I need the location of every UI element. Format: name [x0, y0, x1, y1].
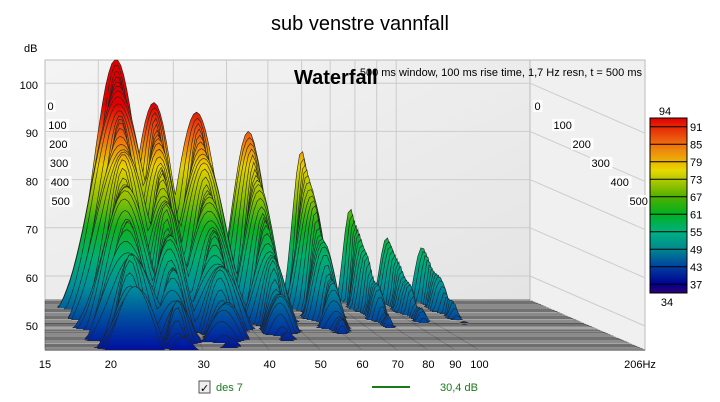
time-label-left: 200: [49, 139, 67, 151]
colorbar-tick-label: 85: [690, 139, 702, 151]
legend: ✓ des 7 30,4 dB: [198, 380, 478, 395]
x-tick-label: 20: [105, 359, 117, 371]
check-icon: ✓: [200, 383, 209, 395]
side-grid-line: [529, 275, 646, 327]
time-label-left: 0: [48, 101, 54, 113]
colorbar-tick-label: 43: [690, 262, 702, 274]
x-tick-label: 40: [264, 359, 276, 371]
y-tick-label: 60: [26, 273, 38, 285]
x-tick-label: 30: [198, 359, 210, 371]
chart-title: sub venstre vannfall: [271, 13, 449, 35]
time-label-right-bg: [628, 195, 651, 207]
time-label-right-bg: [552, 119, 575, 131]
colorbar: [649, 117, 688, 294]
y-tick-label: 100: [20, 80, 38, 92]
colorbar-max: 94: [659, 106, 671, 118]
y-tick-label: 80: [26, 176, 38, 188]
side-grid-line: [529, 130, 646, 182]
y-axis-label: dB: [24, 43, 37, 55]
time-label-right: 0: [535, 101, 541, 113]
time-label-left: 500: [52, 196, 70, 208]
time-label-left-bg: [50, 195, 73, 207]
time-label-right-bg: [571, 138, 594, 150]
time-label-left-bg: [46, 119, 70, 131]
time-label-left-bg: [46, 100, 56, 112]
time-label-right: 400: [611, 177, 629, 189]
waterfall-slice: [44, 255, 624, 342]
x-tick-label: 70: [392, 359, 404, 371]
colorbar-tick-label: 61: [690, 209, 702, 221]
time-label-left: 300: [50, 158, 68, 170]
time-label-left: 400: [51, 177, 69, 189]
time-label-right-bg: [590, 157, 613, 169]
x-tick-label: 100: [470, 359, 488, 371]
waterfall-slice: [44, 253, 627, 343]
colorbar-tick-label: 79: [690, 157, 702, 169]
time-label-right: 300: [592, 158, 610, 170]
x-tick-label: 15: [39, 359, 51, 371]
time-label-right: 100: [554, 120, 572, 132]
x-tick-label: 60: [356, 359, 368, 371]
time-label-left-bg: [48, 157, 71, 169]
x-max-label: 206Hz: [624, 359, 656, 371]
x-tick-label: 80: [422, 359, 434, 371]
side-grid-line: [529, 82, 646, 134]
legend-value: 30,4 dB: [440, 382, 478, 394]
y-tick-label: 50: [26, 321, 38, 333]
colorbar-tick-label: 73: [690, 174, 702, 186]
time-label-left: 100: [48, 120, 66, 132]
time-label-left-bg: [49, 176, 72, 188]
time-label-right: 200: [573, 139, 591, 151]
side-grid-line: [529, 227, 646, 279]
waterfall-slice: [44, 287, 643, 350]
waterfall-slice: [45, 286, 645, 351]
time-label-right-bg: [609, 176, 632, 188]
colorbar-min: 34: [661, 297, 673, 309]
y-tick-label: 70: [26, 225, 38, 237]
colorbar-tick-label: 37: [690, 279, 702, 291]
time-label-right: 500: [630, 196, 648, 208]
legend-checkbox[interactable]: [198, 380, 211, 394]
colorbar-tick-label: 49: [690, 244, 702, 256]
colorbar-tick-label: 55: [690, 227, 702, 239]
plot-label: Waterfall: [294, 67, 378, 89]
time-label-left-bg: [47, 138, 71, 150]
x-tick-label: 50: [315, 359, 327, 371]
legend-name: des 7: [216, 382, 243, 394]
colorbar-tick-label: 67: [690, 192, 702, 204]
colorbar-tick-label: 91: [690, 122, 702, 134]
time-label-right-bg: [533, 100, 543, 112]
side-grid-line: [529, 179, 646, 231]
x-tick-label: 90: [449, 359, 461, 371]
info-text: 500 ms window, 100 ms rise time, 1,7 Hz …: [360, 67, 643, 79]
y-tick-label: 90: [26, 128, 38, 140]
